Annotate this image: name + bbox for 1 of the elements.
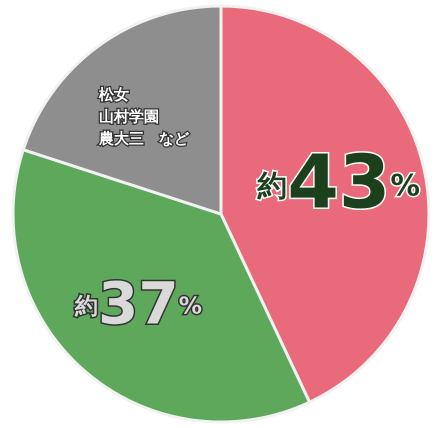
slice-label: 松女山村学園農大三 など — [98, 85, 190, 148]
